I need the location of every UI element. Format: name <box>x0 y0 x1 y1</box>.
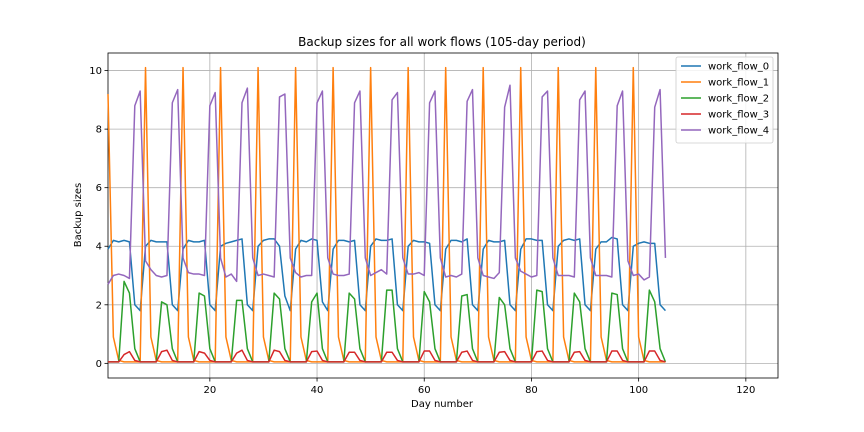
y-axis-label: Backup sizes <box>73 183 84 247</box>
y-tick-label: 2 <box>96 300 102 311</box>
legend-box <box>675 56 774 144</box>
y-axis: 0 2 4 6 8 10 <box>89 66 108 370</box>
x-tick-label: 40 <box>311 385 324 396</box>
chart-title: Backup sizes for all work flows (105-day… <box>298 35 586 49</box>
series-line-work-flow-2 <box>108 280 667 363</box>
legend-label: work_flow_0 <box>708 62 769 73</box>
series-line-work-flow-4 <box>107 84 667 285</box>
x-axis-label: Day number <box>411 399 474 410</box>
x-axis: 20 40 60 80 100 120 <box>203 378 755 396</box>
y-tick-label: 10 <box>89 66 102 77</box>
series-line-work-flow-3 <box>108 349 666 363</box>
x-tick-label: 60 <box>418 385 431 396</box>
y-tick-label: 8 <box>96 125 102 136</box>
legend-label: work_flow_4 <box>708 126 769 137</box>
x-tick-label: 120 <box>736 385 755 396</box>
y-tick-label: 6 <box>96 183 102 194</box>
legend-label: work_flow_1 <box>708 78 769 89</box>
x-tick-label: 100 <box>629 385 648 396</box>
series-line-work-flow-1 <box>107 66 666 363</box>
y-tick-label: 0 <box>96 359 102 370</box>
legend: work_flow_0 work_flow_1 work_flow_2 work_fl… <box>675 56 774 144</box>
series-layer <box>107 66 667 363</box>
plot-area <box>107 52 779 379</box>
legend-label: work_flow_3 <box>708 110 769 121</box>
y-tick-label: 4 <box>96 242 102 253</box>
x-tick-label: 20 <box>203 385 216 396</box>
legend-label: work_flow_2 <box>708 94 769 105</box>
x-tick-label: 80 <box>525 385 538 396</box>
series-line-work-flow-0 <box>107 236 666 312</box>
